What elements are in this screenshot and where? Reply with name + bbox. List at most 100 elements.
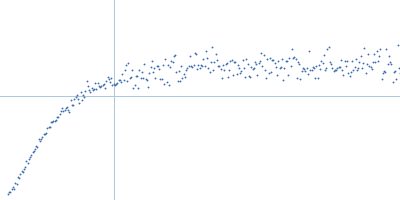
- Point: [208, 60, 214, 63]
- Point: [176, 69, 182, 72]
- Point: [285, 74, 291, 77]
- Point: [68, 99, 74, 102]
- Point: [56, 113, 63, 116]
- Point: [139, 70, 145, 73]
- Point: [151, 66, 158, 70]
- Point: [368, 68, 375, 71]
- Point: [50, 119, 57, 122]
- Point: [294, 76, 300, 79]
- Point: [154, 65, 160, 68]
- Point: [333, 68, 339, 72]
- Point: [370, 60, 376, 63]
- Point: [360, 61, 366, 64]
- Point: [295, 60, 301, 63]
- Point: [134, 74, 140, 77]
- Point: [61, 108, 68, 111]
- Point: [16, 177, 22, 180]
- Point: [66, 110, 73, 113]
- Point: [393, 77, 400, 80]
- Point: [349, 59, 355, 62]
- Point: [392, 70, 398, 73]
- Point: [259, 65, 266, 68]
- Point: [145, 86, 151, 89]
- Point: [108, 76, 114, 79]
- Point: [231, 60, 237, 64]
- Point: [106, 77, 112, 81]
- Point: [60, 109, 66, 113]
- Point: [158, 78, 165, 81]
- Point: [187, 55, 193, 58]
- Point: [117, 78, 123, 81]
- Point: [328, 63, 334, 66]
- Point: [298, 69, 305, 72]
- Point: [361, 46, 368, 49]
- Point: [278, 65, 284, 68]
- Point: [322, 68, 328, 71]
- Point: [86, 88, 92, 91]
- Point: [396, 66, 400, 70]
- Point: [87, 90, 94, 94]
- Point: [286, 56, 293, 59]
- Point: [350, 69, 356, 72]
- Point: [365, 52, 371, 56]
- Point: [263, 76, 269, 79]
- Point: [179, 76, 186, 79]
- Point: [10, 185, 16, 188]
- Point: [335, 66, 342, 69]
- Point: [326, 46, 332, 49]
- Point: [200, 58, 206, 61]
- Point: [34, 146, 41, 149]
- Point: [253, 63, 260, 66]
- Point: [136, 69, 143, 72]
- Point: [39, 136, 46, 139]
- Point: [209, 45, 215, 48]
- Point: [296, 62, 302, 65]
- Point: [362, 71, 369, 74]
- Point: [193, 52, 199, 55]
- Point: [288, 64, 294, 67]
- Point: [273, 66, 279, 69]
- Point: [305, 72, 311, 75]
- Point: [300, 66, 306, 69]
- Point: [324, 48, 331, 51]
- Point: [91, 88, 97, 91]
- Point: [346, 74, 353, 77]
- Point: [240, 58, 246, 61]
- Point: [383, 47, 390, 51]
- Point: [142, 78, 149, 81]
- Point: [103, 80, 110, 83]
- Point: [102, 86, 108, 89]
- Point: [146, 71, 152, 74]
- Point: [351, 65, 358, 69]
- Point: [366, 64, 372, 68]
- Point: [376, 55, 382, 58]
- Point: [160, 63, 166, 66]
- Point: [297, 77, 304, 80]
- Point: [49, 121, 56, 124]
- Point: [312, 76, 318, 80]
- Point: [272, 61, 278, 64]
- Point: [22, 165, 28, 168]
- Point: [336, 65, 343, 68]
- Point: [141, 62, 148, 66]
- Point: [26, 157, 32, 161]
- Point: [120, 78, 127, 81]
- Point: [352, 57, 359, 60]
- Point: [21, 168, 27, 171]
- Point: [6, 190, 12, 194]
- Point: [198, 64, 204, 67]
- Point: [161, 82, 167, 86]
- Point: [75, 97, 81, 101]
- Point: [20, 170, 26, 173]
- Point: [62, 106, 69, 109]
- Point: [44, 127, 50, 130]
- Point: [167, 66, 174, 69]
- Point: [224, 62, 230, 65]
- Point: [302, 69, 308, 73]
- Point: [206, 70, 213, 73]
- Point: [166, 84, 172, 87]
- Point: [219, 77, 225, 80]
- Point: [339, 68, 346, 71]
- Point: [55, 115, 62, 119]
- Point: [46, 126, 53, 129]
